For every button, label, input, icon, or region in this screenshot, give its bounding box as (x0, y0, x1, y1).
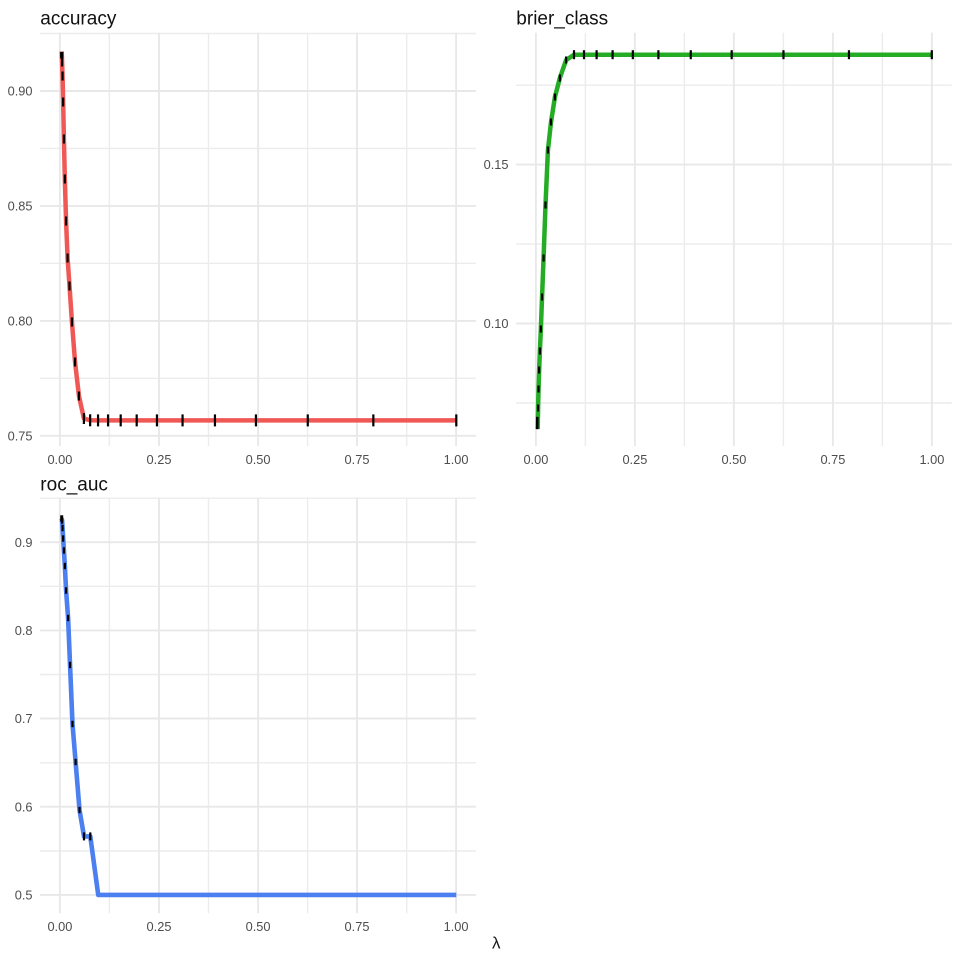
svg-text:λ: λ (492, 933, 501, 952)
svg-text:brier_class: brier_class (516, 8, 608, 29)
svg-text:0.15: 0.15 (484, 157, 509, 172)
svg-text:0.50: 0.50 (246, 919, 271, 934)
svg-text:0.50: 0.50 (246, 452, 271, 467)
svg-text:0.85: 0.85 (8, 199, 33, 214)
svg-text:1.00: 1.00 (444, 919, 469, 934)
svg-text:0.00: 0.00 (523, 452, 548, 467)
svg-text:0.6: 0.6 (15, 799, 33, 814)
svg-text:0.75: 0.75 (345, 919, 370, 934)
svg-text:0.8: 0.8 (15, 623, 33, 638)
svg-text:roc_auc: roc_auc (40, 475, 108, 496)
svg-text:0.50: 0.50 (721, 452, 746, 467)
svg-text:0.25: 0.25 (147, 919, 172, 934)
svg-text:accuracy: accuracy (40, 8, 117, 29)
svg-text:1.00: 1.00 (444, 452, 469, 467)
svg-text:0.90: 0.90 (8, 84, 33, 99)
svg-text:0.9: 0.9 (15, 535, 33, 550)
svg-text:0.80: 0.80 (8, 314, 33, 329)
svg-text:0.7: 0.7 (15, 711, 33, 726)
svg-text:0.00: 0.00 (47, 452, 72, 467)
svg-text:0.75: 0.75 (820, 452, 845, 467)
svg-text:0.5: 0.5 (15, 888, 33, 903)
svg-text:0.25: 0.25 (147, 452, 172, 467)
svg-text:0.25: 0.25 (622, 452, 647, 467)
svg-text:1.00: 1.00 (919, 452, 944, 467)
svg-text:0.10: 0.10 (484, 316, 509, 331)
svg-text:0.75: 0.75 (345, 452, 370, 467)
svg-text:0.75: 0.75 (8, 428, 33, 443)
svg-text:0.00: 0.00 (47, 919, 72, 934)
